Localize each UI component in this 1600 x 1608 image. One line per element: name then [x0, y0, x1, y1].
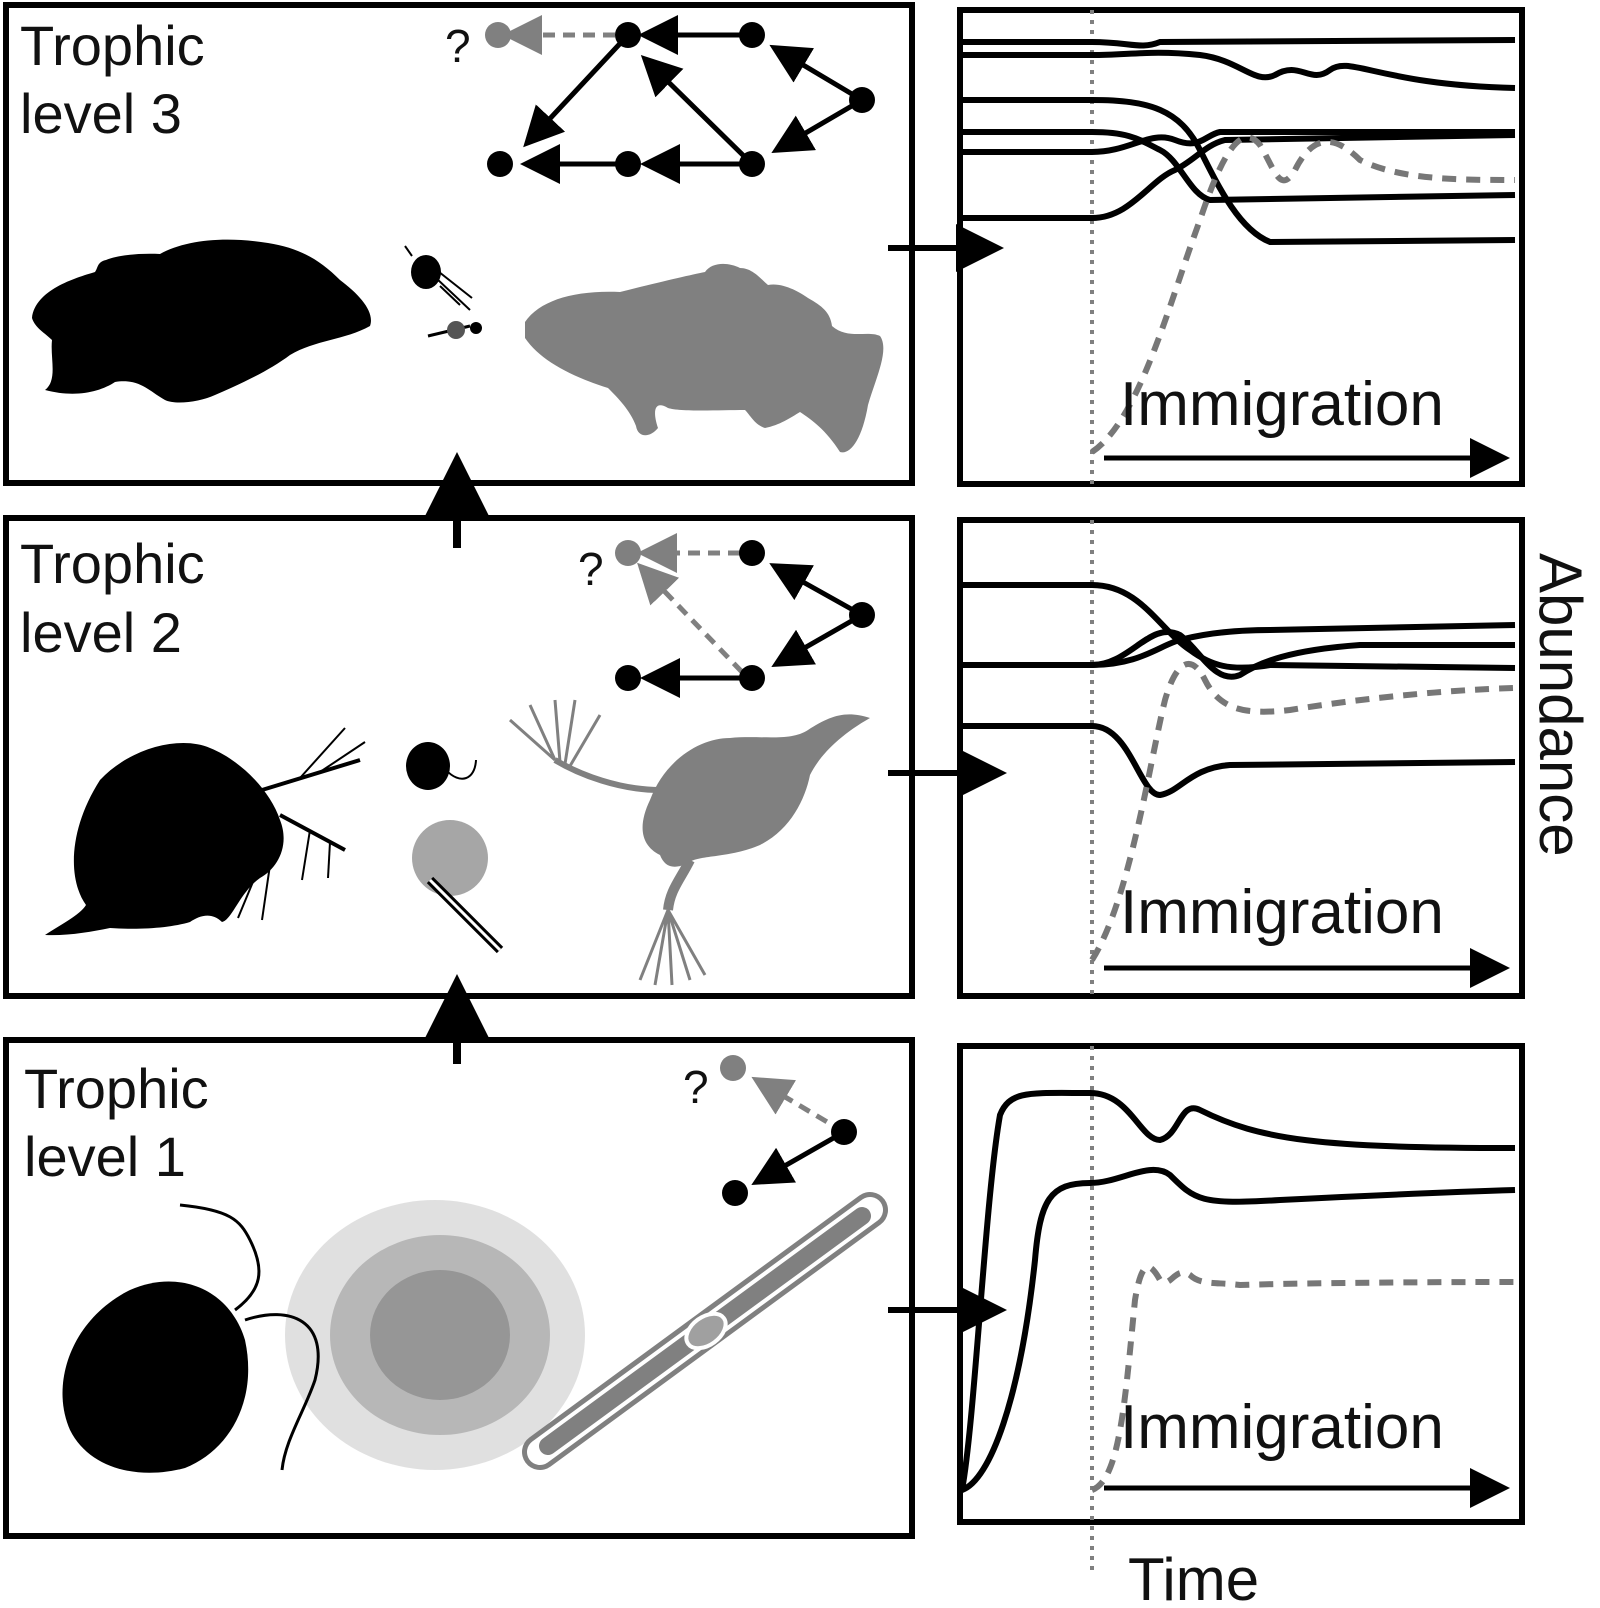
flagellate-silhouette: [62, 1203, 320, 1473]
invader-node: [720, 1055, 746, 1081]
panel-title-line2: level 1: [24, 1125, 186, 1188]
species-node: [739, 665, 765, 691]
resident-curve: [962, 129, 1515, 155]
panel-trophic-level-3: Trophic level 3 ?: [3, 2, 1004, 486]
resident-curve: [959, 1089, 1516, 1491]
resident-curve: [962, 629, 1515, 680]
species-node: [739, 151, 765, 177]
species-node: [722, 1180, 748, 1206]
invader-node: [485, 22, 511, 48]
time-series-plot-level-3: Immigration: [957, 7, 1525, 487]
panel-title-line2: level 3: [20, 82, 182, 145]
invader-curve: [1089, 661, 1516, 962]
web-edge: [771, 612, 864, 667]
web-edge: [523, 33, 630, 148]
question-mark: ?: [683, 1061, 709, 1113]
species-node: [615, 665, 641, 691]
phytoplankton-silhouette: [427, 321, 482, 339]
resident-curve: [962, 132, 1516, 221]
web-edge: [771, 97, 864, 154]
question-mark: ?: [578, 543, 604, 595]
species-node: [849, 602, 875, 628]
invader-node: [615, 540, 641, 566]
question-mark: ?: [445, 20, 471, 72]
web-edge: [769, 44, 864, 103]
resident-curve: [960, 1167, 1516, 1493]
species-node: [615, 22, 641, 48]
species-node: [831, 1119, 857, 1145]
resident-curve: [962, 622, 1516, 668]
filament-silhouette: [522, 1192, 888, 1470]
species-node: [849, 87, 875, 113]
invasion-edge: [637, 562, 744, 674]
resident-curve: [962, 582, 1516, 671]
species-node: [739, 22, 765, 48]
zooplankton-silhouette: [404, 245, 473, 311]
panel-title-line1: Trophic: [20, 532, 205, 595]
time-series-plot-level-2: Immigration: [957, 517, 1525, 999]
panel-trophic-level-2: Trophic level 2 ?: [3, 452, 1007, 999]
algae-silhouette: [406, 742, 504, 954]
invader-curve: [1090, 134, 1516, 455]
perch-silhouette: [525, 263, 884, 453]
species-node: [487, 151, 513, 177]
immigration-label: Immigration: [1120, 878, 1444, 947]
immigration-label: Immigration: [1120, 1393, 1444, 1462]
plot-frame: [957, 1043, 1525, 1525]
panel-title-line1: Trophic: [24, 1057, 209, 1120]
plot-frame: [957, 7, 1525, 487]
panel-title-line2: level 2: [20, 601, 182, 664]
y-axis-label: Abundance: [1527, 553, 1594, 857]
plot-frame: [957, 517, 1525, 999]
panel-title-line1: Trophic: [20, 14, 205, 77]
x-axis-label: Time: [1128, 1546, 1259, 1608]
invader-curve: [1090, 1264, 1516, 1493]
colony-silhouette: [285, 1200, 585, 1470]
food-web-network: ?: [683, 1055, 857, 1206]
species-node: [739, 540, 765, 566]
invasion-edge: [751, 1076, 846, 1135]
web-edge: [751, 1129, 846, 1185]
resident-curve: [962, 49, 1516, 91]
panel-trophic-level-1: Trophic level 1 ?: [3, 974, 1007, 1539]
time-series-plot-level-1: Immigration: [957, 1043, 1525, 1570]
daphnia-silhouette: [45, 727, 366, 936]
food-web-network: ?: [578, 533, 875, 698]
immigration-label: Immigration: [1120, 370, 1444, 439]
fish-silhouette: [32, 239, 371, 403]
resident-curve: [962, 129, 1516, 204]
food-web-network: ?: [445, 15, 875, 184]
web-edge: [640, 54, 754, 166]
resident-curve: [962, 37, 1516, 49]
resident-curve: [962, 723, 1516, 799]
rotifer-silhouette: [509, 699, 870, 986]
web-edge: [769, 563, 864, 618]
species-node: [615, 151, 641, 177]
